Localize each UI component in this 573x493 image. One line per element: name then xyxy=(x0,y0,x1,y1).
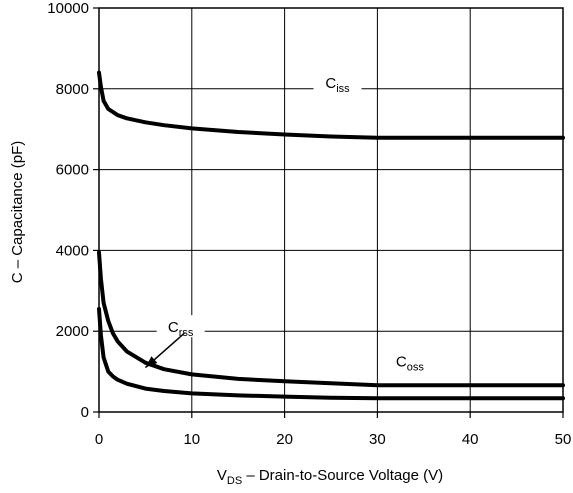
x-axis-label-main: V xyxy=(217,467,227,484)
x-tick-label: 40 xyxy=(462,431,479,448)
rss-pointer-arrowhead xyxy=(145,356,158,368)
y-axis-ticks: 0 2000 4000 6000 8000 10000 xyxy=(47,0,99,421)
label-background xyxy=(156,315,205,338)
y-axis-label: C – Capacitance (pF) xyxy=(9,141,26,284)
series-line-iss xyxy=(97,70,565,140)
series-labels: Ciss Coss Crss xyxy=(144,70,424,374)
x-tick-label: 10 xyxy=(183,431,200,448)
x-tick-label: 50 xyxy=(555,431,572,448)
plot-frame xyxy=(98,7,564,413)
y-tick-label: 6000 xyxy=(56,162,89,179)
x-axis-ticks: 0 10 20 30 40 50 xyxy=(95,412,572,448)
x-axis-label: VDS – Drain-to-Source Voltage (V) xyxy=(217,467,443,487)
series-line-rss xyxy=(97,307,565,401)
label-background xyxy=(313,70,362,93)
grid xyxy=(99,8,563,412)
y-tick-label: 8000 xyxy=(56,81,89,98)
series-label-oss: Coss xyxy=(396,354,424,374)
y-tick-label: 10000 xyxy=(47,0,89,17)
x-axis-label-rest: – Drain-to-Source Voltage (V) xyxy=(242,467,443,484)
x-tick-label: 30 xyxy=(369,431,386,448)
y-tick-label: 2000 xyxy=(56,323,89,340)
series-label-iss: Ciss xyxy=(325,75,350,95)
series-label-rss: Crss xyxy=(168,319,194,339)
y-tick-label: 4000 xyxy=(56,242,89,259)
series-group xyxy=(97,70,565,401)
x-tick-label: 0 xyxy=(95,431,103,448)
series-line-oss xyxy=(97,250,565,388)
x-axis-label-sub: DS xyxy=(227,475,242,487)
y-tick-label: 0 xyxy=(81,404,89,421)
x-tick-label: 20 xyxy=(276,431,293,448)
